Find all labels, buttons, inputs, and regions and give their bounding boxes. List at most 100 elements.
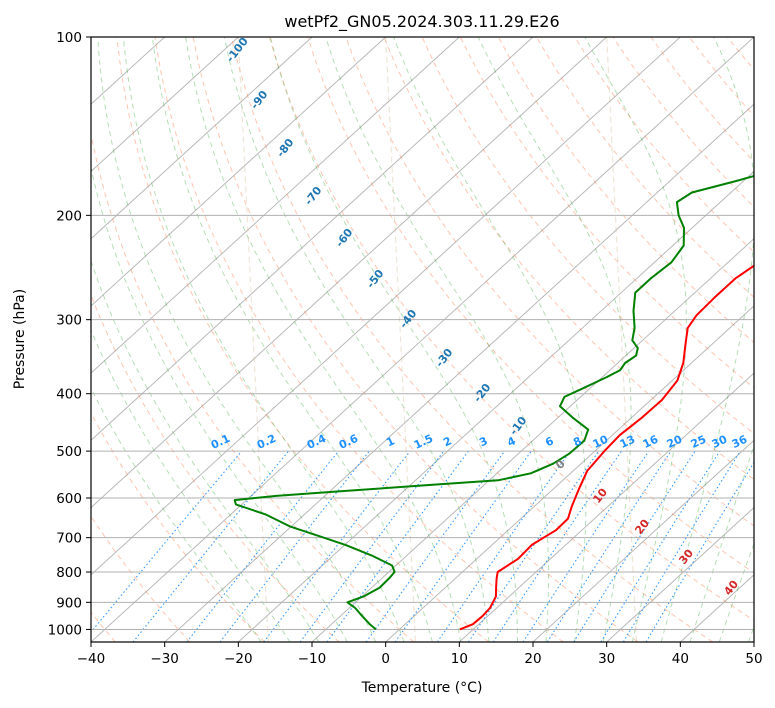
y-tick-label: 700 <box>56 531 82 547</box>
mixing-ratio-line <box>132 450 290 642</box>
dry-adiabat-line <box>154 37 564 642</box>
mixing-ratio-line <box>219 450 370 642</box>
dry-adiabat-line <box>192 37 639 642</box>
moist-adiabat-line <box>91 328 291 642</box>
isotherm-line <box>91 37 754 642</box>
x-tick-label: 30 <box>598 651 615 667</box>
dry-adiabat-line <box>91 515 191 642</box>
y-tick-label: 300 <box>56 313 82 329</box>
y-tick-label: 1000 <box>48 622 82 638</box>
mixing-ratio-line <box>468 450 600 642</box>
y-axis: 100 200 300 400 500 600 700 800 900 1000 <box>48 30 91 638</box>
isotherm-line <box>458 372 754 642</box>
isotherm-line <box>91 37 239 173</box>
x-tick-label: −20 <box>224 651 253 667</box>
dry-adiabat-line <box>307 37 754 574</box>
isotherm-line <box>385 305 754 642</box>
y-tick-label: 200 <box>56 208 82 224</box>
y-tick-label: 400 <box>56 387 82 403</box>
y-tick-label: 500 <box>56 444 82 460</box>
x-tick-label: 50 <box>745 651 762 667</box>
dry-adiabat-line <box>497 37 754 344</box>
isotherm-line <box>606 506 754 642</box>
isotherm-line <box>91 37 534 442</box>
dry-adiabat-line <box>574 37 754 253</box>
x-tick-label: −10 <box>298 651 327 667</box>
moist-adiabat-line <box>185 37 462 642</box>
isotherm-line <box>532 439 754 642</box>
dewpoint-profile-line <box>233 174 754 631</box>
x-tick-label: 10 <box>451 651 468 667</box>
x-axis: −40 −30 −20 −10 0 10 20 30 40 50 <box>77 642 763 667</box>
moist-adiabat-line <box>325 37 550 642</box>
mixing-ratio-line <box>622 450 741 642</box>
x-tick-label: 0 <box>381 651 390 667</box>
moist-adiabat-line <box>689 444 754 642</box>
mixing-ratio-label: 30 <box>710 433 730 451</box>
moist-adiabat-line <box>151 37 433 642</box>
moist-adiabat-line <box>718 542 754 642</box>
moist-adiabat-line <box>91 259 320 642</box>
mixing-ratio-label: 36 <box>730 433 750 451</box>
dry-adiabat-line <box>116 37 489 642</box>
mixing-ratio-line <box>645 461 754 642</box>
dry-adiabat-line <box>230 37 713 642</box>
background-lines <box>91 37 775 642</box>
reference-curve <box>237 37 269 642</box>
isotherm-line <box>91 37 460 374</box>
mixing-ratio-line <box>600 450 721 642</box>
plot-frame <box>90 36 755 643</box>
reference-curve <box>606 37 638 642</box>
dry-adiabat-line <box>766 37 775 642</box>
moist-adiabat-line <box>91 387 262 642</box>
x-tick-label: −30 <box>150 651 179 667</box>
dry-adiabat-line <box>536 37 754 298</box>
x-tick-label: 40 <box>672 651 689 667</box>
moist-adiabat-line <box>584 37 687 642</box>
y-tick-label: 800 <box>56 565 82 581</box>
dry-adiabat-line <box>91 412 265 642</box>
moist-adiabat-line <box>660 37 754 642</box>
temperature-profile-line <box>459 264 754 631</box>
mixing-ratio-label: 10 <box>591 433 611 451</box>
isotherm-line <box>91 37 387 307</box>
dry-adiabat-line <box>91 131 415 642</box>
mixing-ratio-line <box>546 450 672 642</box>
chart-title: wetPf2_GN05.2024.303.11.29.E26 <box>284 12 559 32</box>
x-axis-title: Temperature (°C) <box>361 680 483 696</box>
mixing-ratio-label: 13 <box>618 433 637 451</box>
isotherm-line <box>237 170 754 642</box>
mixing-ratio-line <box>394 450 532 642</box>
dry-adiabat-line <box>91 293 340 642</box>
pressure-gridlines <box>91 37 754 630</box>
isotherm-line <box>91 37 681 576</box>
isotherm-line <box>164 103 754 642</box>
dry-adiabat-line <box>269 37 754 622</box>
y-tick-label: 900 <box>56 595 82 611</box>
dry-adiabat-line <box>383 37 754 481</box>
moist-adiabat-line <box>122 37 405 642</box>
dry-adiabat-line <box>650 37 754 163</box>
isotherm-line <box>753 641 754 642</box>
sounding-series <box>233 174 754 631</box>
y-tick-label: 100 <box>56 30 82 46</box>
mixing-ratio-label: 25 <box>689 433 708 451</box>
mixing-ratio-line <box>365 450 506 642</box>
moist-adiabat-line <box>223 37 490 642</box>
y-tick-label: 600 <box>56 491 82 507</box>
mixing-ratio-line <box>186 450 340 642</box>
mixing-ratio-line <box>91 450 243 633</box>
mixing-ratio-label: 20 <box>665 433 685 451</box>
mixing-ratio-line <box>573 450 696 642</box>
mixing-ratio-line <box>263 450 411 642</box>
dry-adiabat-line <box>612 37 754 208</box>
isotherm-line <box>91 37 608 509</box>
isotherm-line <box>91 37 313 240</box>
moist-adiabat-line <box>477 37 632 642</box>
moist-adiabat-line <box>91 165 348 642</box>
mixing-ratio-label: 16 <box>641 433 661 451</box>
isotherm-line <box>311 237 754 642</box>
reference-curve <box>385 37 417 642</box>
